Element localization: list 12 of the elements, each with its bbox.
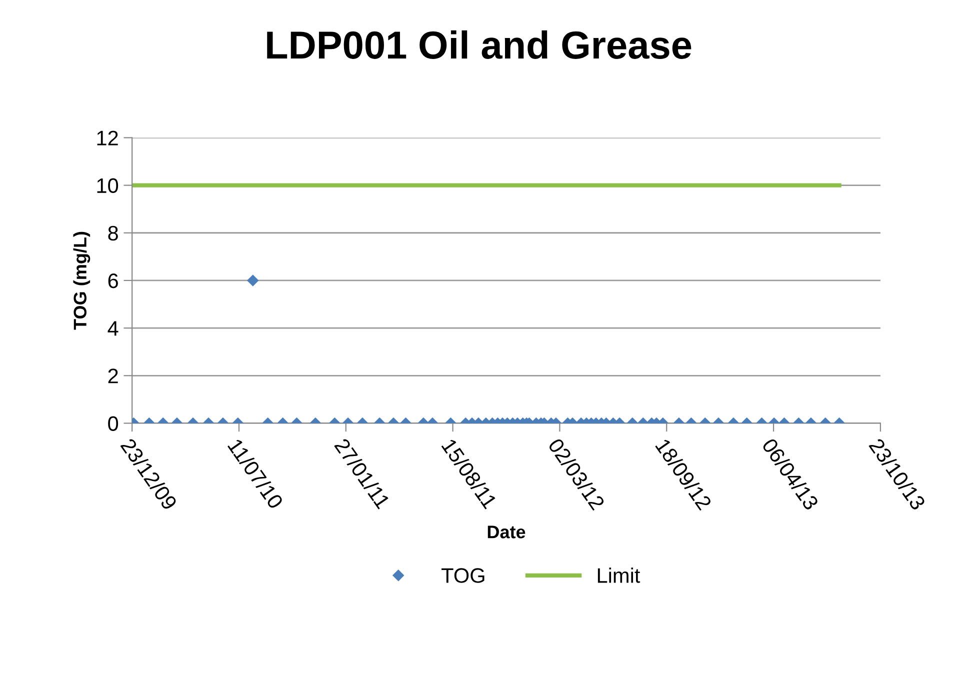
chart-title: LDP001 Oil and Grease [267, 30, 692, 59]
y-tick-label: 10 [97, 178, 118, 194]
legend-label: Limit [598, 568, 640, 583]
y-tick-label: 0 [108, 416, 118, 431]
y-axis-title: TOG (mg/L) [73, 232, 90, 330]
y-tick-label: 4 [108, 321, 118, 336]
y-tick-label: 2 [108, 368, 118, 384]
y-tick-label: 6 [108, 273, 118, 288]
x-axis-title: Date [488, 526, 526, 538]
y-tick-label: 8 [108, 226, 118, 241]
y-tick-label: 12 [97, 130, 118, 146]
legend-label: TOG [442, 568, 484, 583]
